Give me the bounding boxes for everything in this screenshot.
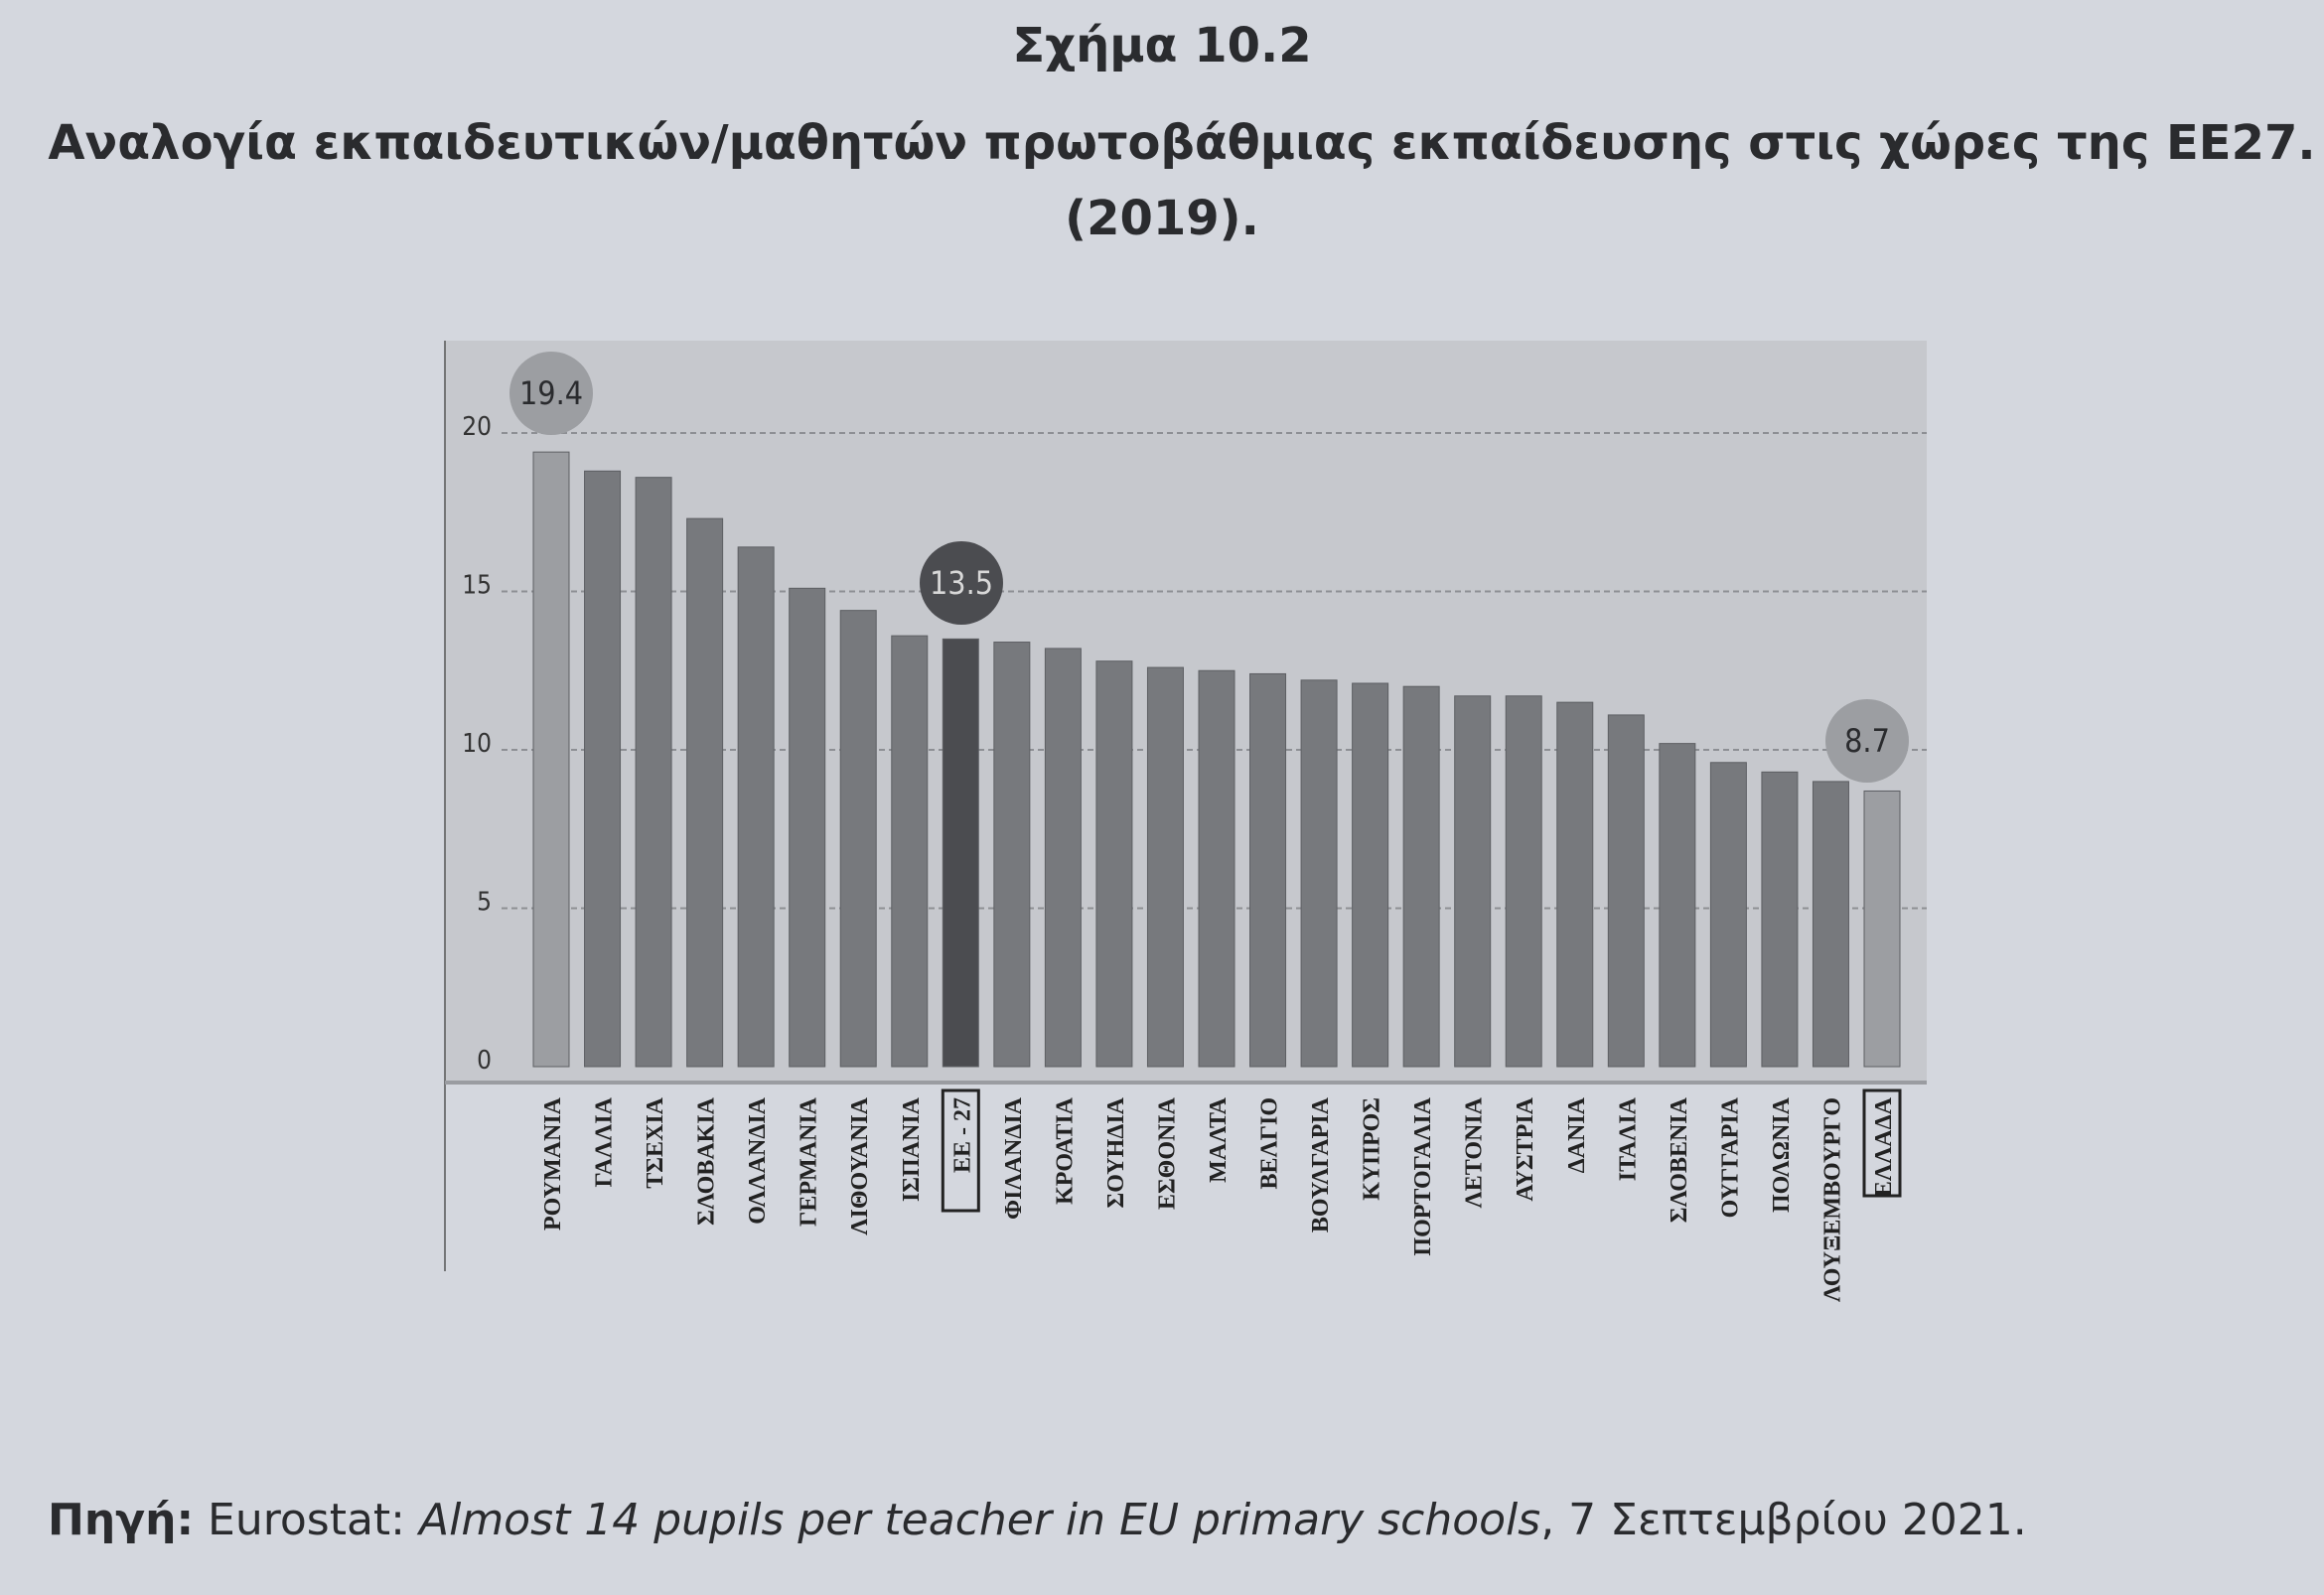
- bar: [1863, 790, 1901, 1068]
- x-tick-label: ΕΛΛΑΔΑ: [1871, 1096, 1897, 1197]
- x-tick-label: ΦΙΛΑΝΔΙΑ: [1001, 1096, 1027, 1219]
- data-label-bubble: [920, 541, 1003, 625]
- x-tick-label: ΛΕΤΟΝΙΑ: [1462, 1096, 1488, 1208]
- bar: [1812, 781, 1849, 1068]
- bar: [584, 470, 622, 1068]
- bar: [1249, 672, 1287, 1068]
- bar: [686, 517, 724, 1068]
- bar: [993, 642, 1031, 1068]
- x-tick-label: ΒΟΥΛΓΑΡΙΑ: [1308, 1096, 1334, 1232]
- data-label: 13.5: [930, 564, 993, 602]
- x-tick-label: ΕΣΘΟΝΙΑ: [1154, 1096, 1180, 1210]
- source-article: Almost 14 pupils per teacher in EU prima…: [419, 1495, 1541, 1545]
- y-tick-label: 10: [462, 729, 492, 759]
- bar: [1454, 695, 1492, 1068]
- y-tick-label: 0: [477, 1046, 492, 1076]
- data-label: 8.7: [1844, 722, 1890, 760]
- x-tick-label: ΟΛΛΑΝΔΙΑ: [745, 1096, 771, 1224]
- bar: [1402, 685, 1440, 1068]
- bar: [1198, 669, 1235, 1068]
- x-tick-label: ΛΙΘΟΥΑΝΙΑ: [847, 1096, 873, 1234]
- bar: [942, 638, 979, 1068]
- x-tick-label: ΣΛΟΒΑΚΙΑ: [694, 1096, 720, 1226]
- source-label: Πηγή:: [48, 1495, 195, 1545]
- x-tick-label: ΡΟΥΜΑΝΙΑ: [540, 1096, 566, 1231]
- bar-chart: 0 5 10 15 20 ΡΟΥΜΑΝΙΑ ΓΑΛΛΙΑ ΤΣΕΧΙΑ ΣΛΟΒΑΚΙΑ ΟΛΛΑ…: [444, 341, 1927, 1302]
- label-box: [941, 1088, 980, 1213]
- x-tick-label: ΓΕΡΜΑΝΙΑ: [797, 1096, 822, 1227]
- data-label-bubble: [1825, 699, 1909, 783]
- chart-title-year: (2019).: [1065, 191, 1259, 246]
- bar: [1146, 666, 1184, 1068]
- x-tick-label: ΚΥΠΡΟΣ: [1360, 1097, 1385, 1201]
- source-publisher: Eurostat:: [208, 1495, 405, 1545]
- data-label: 19.4: [519, 374, 583, 412]
- bar: [1659, 743, 1696, 1068]
- x-tick-label: ΠΟΛΩΝΙΑ: [1769, 1096, 1795, 1213]
- x-tick-label: ΓΑΛΛΙΑ: [592, 1096, 618, 1187]
- bar: [1044, 648, 1082, 1068]
- figure-label: Σχήμα 10.2: [1012, 18, 1312, 73]
- y-tick-label: 5: [477, 888, 492, 918]
- x-tick-label: ΣΟΥΗΔΙΑ: [1103, 1096, 1129, 1208]
- source-note: Πηγή: Eurostat: Almost 14 pupils per tea…: [48, 1495, 2027, 1545]
- bar: [839, 610, 877, 1068]
- bar: [891, 635, 929, 1068]
- bar: [789, 587, 826, 1068]
- data-label-bubble: [509, 352, 593, 435]
- bar: [1761, 771, 1799, 1068]
- x-tick-label: ΜΑΛΤΑ: [1206, 1096, 1232, 1183]
- bar: [1505, 695, 1542, 1068]
- x-tick-label: ΔΑΝΙΑ: [1564, 1096, 1590, 1173]
- y-tick-label: 20: [462, 412, 492, 442]
- bar: [532, 451, 570, 1068]
- x-tick-label: ΑΥΣΤΡΙΑ: [1513, 1096, 1538, 1201]
- x-tick-label: ΕΕ - 27: [949, 1097, 975, 1173]
- bar: [1607, 714, 1645, 1068]
- chart-title: Αναλογία εκπαιδευτικών/μαθητών πρωτοβάθμ…: [48, 115, 2316, 171]
- bar: [1556, 701, 1594, 1068]
- label-box: [1862, 1088, 1902, 1198]
- x-tick-label: ΛΟΥΞΕΜΒΟΥΡΓΟ: [1819, 1097, 1845, 1302]
- source-date: , 7 Σεπτεμβρίου 2021.: [1540, 1495, 2027, 1545]
- bar: [1095, 660, 1133, 1068]
- x-tick-label: ΟΥΓΓΑΡΙΑ: [1717, 1096, 1743, 1218]
- bar: [635, 477, 672, 1068]
- x-tick-label: ΚΡΟΑΤΙΑ: [1052, 1096, 1078, 1205]
- x-tick-label: ΣΛΟΒΕΝΙΑ: [1667, 1096, 1692, 1223]
- bar: [1352, 682, 1389, 1068]
- x-tick-label: ΤΣΕΧΙΑ: [643, 1096, 668, 1188]
- y-tick-label: 15: [462, 571, 492, 601]
- x-tick-label: ΙΣΠΑΝΙΑ: [899, 1096, 925, 1202]
- x-tick-label: ΙΤΑΛΙΑ: [1615, 1096, 1641, 1181]
- bar: [737, 546, 775, 1068]
- bar: [1709, 762, 1747, 1068]
- x-tick-label: ΠΟΡΤΟΓΑΛΙΑ: [1410, 1096, 1436, 1255]
- bar: [1300, 679, 1338, 1068]
- x-tick-label: ΒΕΛΓΙΟ: [1257, 1097, 1283, 1190]
